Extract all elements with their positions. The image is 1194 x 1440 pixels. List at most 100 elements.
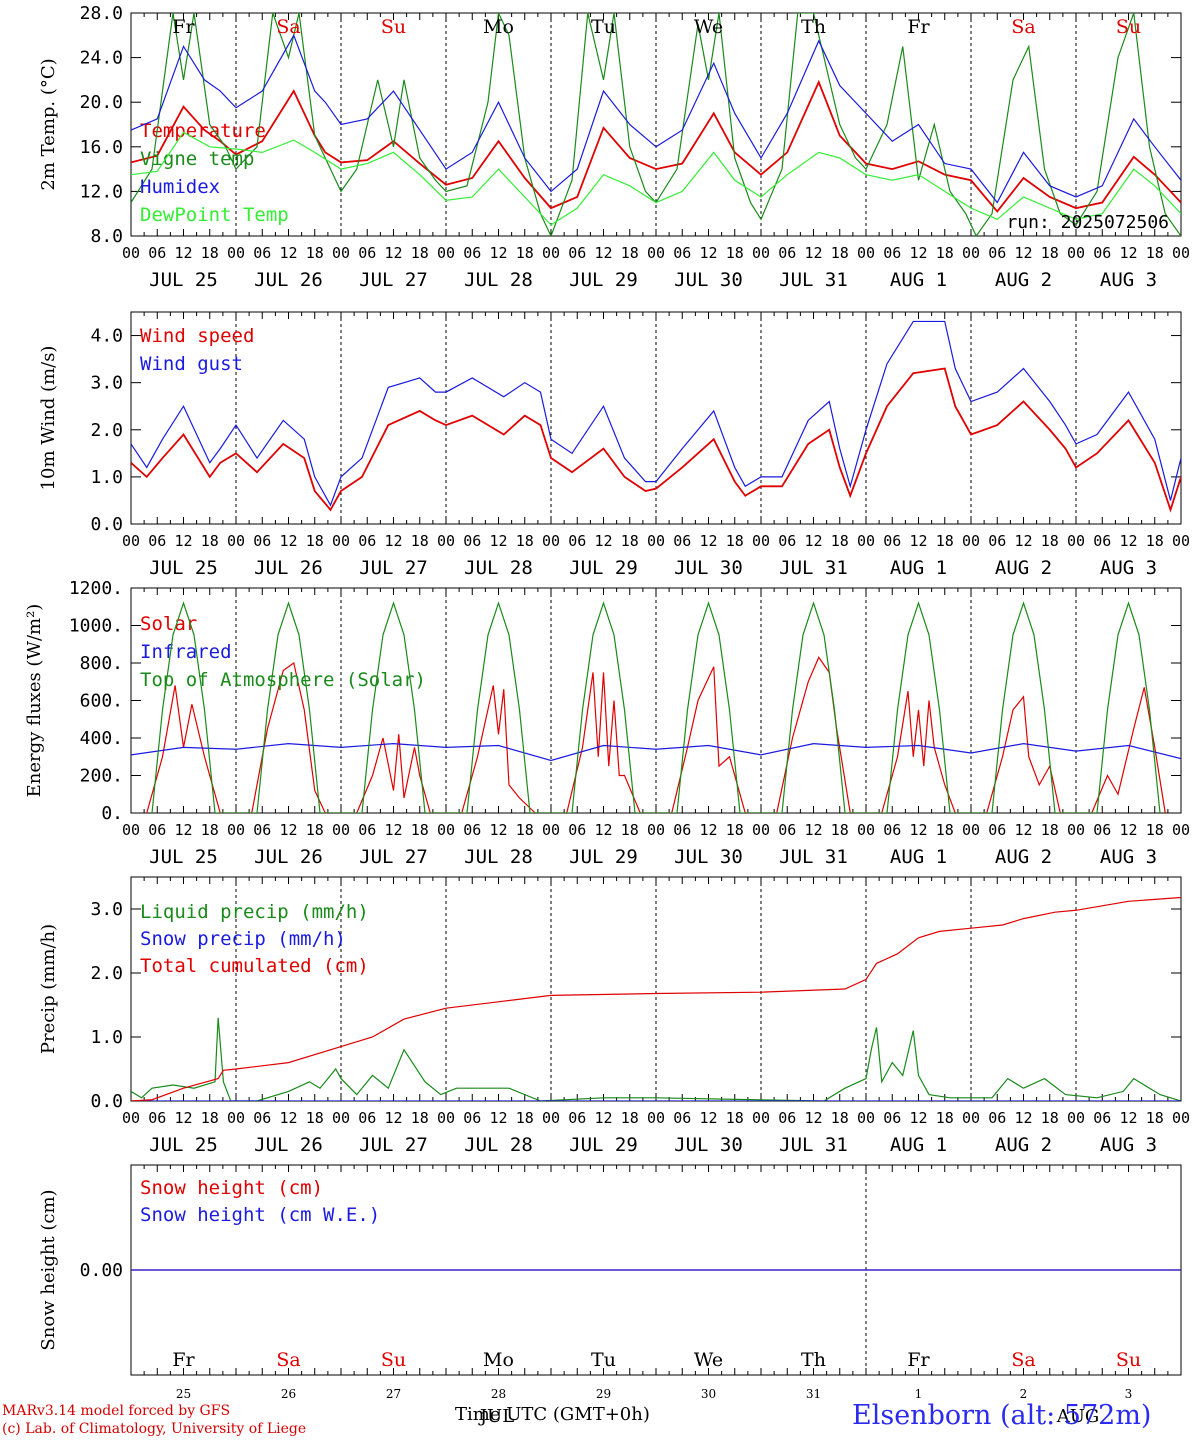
y-tick-label: 0.00 bbox=[80, 1260, 123, 1281]
day-number: 27 bbox=[386, 1387, 401, 1401]
hour-label: 18 bbox=[411, 821, 429, 839]
hour-label: 00 bbox=[1172, 244, 1190, 262]
y-tick-label: 4.0 bbox=[90, 326, 123, 347]
hour-label: 18 bbox=[1146, 1109, 1164, 1127]
y-axis-label: Precip (mm/h) bbox=[38, 924, 59, 1054]
weekday-label: Tu bbox=[591, 16, 616, 38]
date-label: JUL 29 bbox=[569, 1134, 638, 1156]
hour-label: 12 bbox=[174, 244, 192, 262]
hour-label: 06 bbox=[1093, 244, 1111, 262]
hour-label: 00 bbox=[647, 821, 665, 839]
hour-label: 12 bbox=[1014, 532, 1032, 550]
hour-label: 18 bbox=[831, 532, 849, 550]
hour-label: 06 bbox=[358, 821, 376, 839]
panel-2: 0.0 1.0 2.0 3.0 4.0 10m Wind (m/s) Wind speed W… bbox=[38, 311, 1190, 579]
hour-label: 00 bbox=[332, 1109, 350, 1127]
hour-label: 06 bbox=[1093, 532, 1111, 550]
weekday-label: Sa bbox=[1011, 1349, 1035, 1371]
y-axis-label: 2m Temp. (°C) bbox=[38, 58, 59, 190]
hour-label: 12 bbox=[384, 821, 402, 839]
hour-label: 06 bbox=[568, 1109, 586, 1127]
legend-entry: Solar bbox=[140, 613, 197, 635]
hour-label: 18 bbox=[306, 1109, 324, 1127]
date-label: JUL 25 bbox=[149, 1134, 218, 1156]
hour-label: 12 bbox=[1014, 244, 1032, 262]
hour-label: 12 bbox=[909, 532, 927, 550]
legend-entry: Top of Atmosphere (Solar) bbox=[140, 669, 426, 691]
date-label: JUL 26 bbox=[254, 846, 323, 868]
hour-label: 06 bbox=[358, 1109, 376, 1127]
hour-label: 00 bbox=[542, 532, 560, 550]
hour-label: 06 bbox=[988, 532, 1006, 550]
footer-credits: MARv3.14 model forced by GFS (c) Lab. of… bbox=[2, 1402, 306, 1438]
panel-1: 8.0 12.0 16.0 20.0 24.0 28.0 2m Temp. (°C) Temp… bbox=[38, 3, 1190, 291]
series-liquid-precip-mm-h- bbox=[131, 1017, 1181, 1101]
panel-5: 0.00 Snow height (cm) Snow height (cm) Snow… bbox=[38, 1164, 1182, 1376]
hour-label: 12 bbox=[279, 1109, 297, 1127]
hour-label: 06 bbox=[568, 244, 586, 262]
hour-label: 06 bbox=[253, 1109, 271, 1127]
hour-label: 18 bbox=[201, 821, 219, 839]
month-label-jul: JUL bbox=[478, 1406, 514, 1427]
hour-label: 00 bbox=[437, 244, 455, 262]
hour-label: 12 bbox=[594, 244, 612, 262]
series-line bbox=[146, 656, 1166, 813]
weekday-label: Mo bbox=[483, 16, 514, 38]
run-annotation: run: 2025072506 bbox=[1006, 212, 1169, 233]
hour-label: 06 bbox=[883, 244, 901, 262]
hour-label: 18 bbox=[936, 821, 954, 839]
hour-label: 12 bbox=[699, 532, 717, 550]
hour-label: 12 bbox=[804, 821, 822, 839]
hour-label: 06 bbox=[778, 532, 796, 550]
day-number: 31 bbox=[806, 1387, 821, 1401]
day-number: 3 bbox=[1125, 1387, 1133, 1401]
hour-label: 18 bbox=[201, 244, 219, 262]
series-line bbox=[131, 367, 1181, 513]
hour-label: 18 bbox=[831, 821, 849, 839]
hour-label: 12 bbox=[909, 1109, 927, 1127]
hour-label: 12 bbox=[174, 1109, 192, 1127]
hour-label: 18 bbox=[621, 244, 639, 262]
hour-label: 18 bbox=[306, 821, 324, 839]
hour-label: 00 bbox=[1172, 821, 1190, 839]
hour-label: 12 bbox=[279, 821, 297, 839]
hour-label: 00 bbox=[122, 532, 140, 550]
hour-label: 18 bbox=[306, 532, 324, 550]
hour-label: 18 bbox=[411, 532, 429, 550]
hour-label: 00 bbox=[437, 821, 455, 839]
hour-label: 12 bbox=[279, 244, 297, 262]
weekday-label: Mo bbox=[483, 1349, 514, 1371]
date-label: JUL 30 bbox=[674, 269, 743, 291]
hour-label: 00 bbox=[542, 821, 560, 839]
hour-label: 06 bbox=[358, 244, 376, 262]
hour-label: 12 bbox=[699, 1109, 717, 1127]
hour-label: 18 bbox=[201, 532, 219, 550]
date-label: AUG 1 bbox=[890, 846, 947, 868]
weekday-label: We bbox=[694, 16, 723, 38]
hour-label: 00 bbox=[122, 1109, 140, 1127]
hour-label: 18 bbox=[516, 532, 534, 550]
date-label: AUG 3 bbox=[1100, 1134, 1157, 1156]
day-number: 25 bbox=[176, 1387, 191, 1401]
hour-label: 12 bbox=[489, 821, 507, 839]
hour-label: 06 bbox=[148, 244, 166, 262]
hour-label: 18 bbox=[726, 821, 744, 839]
legend-entry: Snow height (cm) bbox=[140, 1177, 323, 1199]
hour-label: 00 bbox=[962, 1109, 980, 1127]
day-number: 28 bbox=[491, 1387, 506, 1401]
hour-label: 12 bbox=[1014, 1109, 1032, 1127]
y-tick-label: 16.0 bbox=[80, 137, 123, 158]
date-label: JUL 26 bbox=[254, 557, 323, 579]
hour-label: 06 bbox=[778, 1109, 796, 1127]
weekday-label: Sa bbox=[276, 1349, 300, 1371]
hour-label: 00 bbox=[1067, 532, 1085, 550]
hour-label: 18 bbox=[1146, 821, 1164, 839]
hour-label: 18 bbox=[516, 244, 534, 262]
hour-label: 00 bbox=[857, 1109, 875, 1127]
hour-label: 12 bbox=[384, 532, 402, 550]
hour-label: 06 bbox=[568, 532, 586, 550]
weekday-label: Tu bbox=[591, 1349, 616, 1371]
date-label: AUG 1 bbox=[890, 557, 947, 579]
hour-label: 00 bbox=[962, 821, 980, 839]
hour-label: 12 bbox=[174, 821, 192, 839]
